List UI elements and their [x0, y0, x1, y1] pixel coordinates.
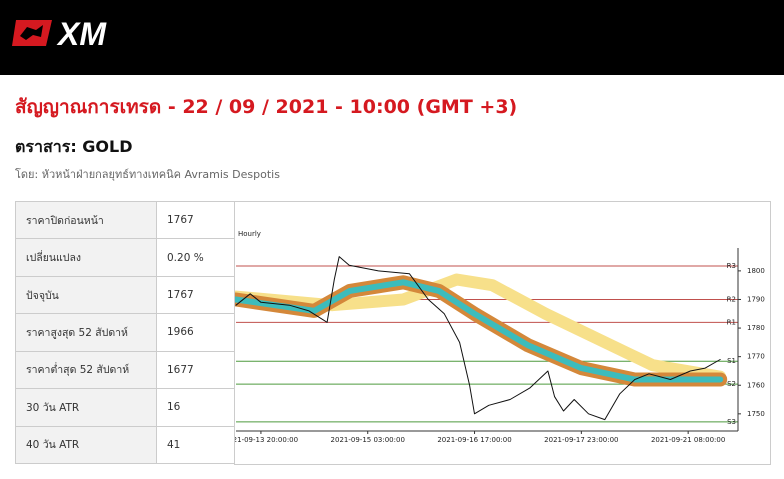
header: XM: [0, 0, 784, 75]
instrument: ตราสาร: GOLD: [15, 137, 133, 156]
logo-bull: [20, 25, 43, 40]
row-value: 1966: [156, 313, 235, 352]
table-row: ปัจจุบัน 1767: [15, 275, 235, 315]
x-tick-label: 2021-09-15 03:00:00: [331, 436, 405, 444]
level-label: R1: [727, 318, 736, 326]
table-row: เปลี่ยนแปลง 0.20 %: [15, 238, 235, 277]
series-line: [235, 273, 727, 383]
x-tick-label: 2021-09-21 08:00:00: [651, 436, 725, 444]
x-tick-label: 2021-09-17 23:00:00: [544, 436, 618, 444]
table-row: ราคาต่ำสุด 52 สัปดาห์ 1677: [15, 350, 235, 390]
author: โดย: หัวหน้าฝ่ายกลยุทธ์ทางเทคนิค Avramis…: [15, 168, 280, 181]
chart-subtitle: Hourly: [238, 230, 261, 238]
table-row: 30 วัน ATR 16: [15, 388, 235, 427]
table-row: ราคาสูงสุด 52 สัปดาห์ 1966: [15, 313, 235, 352]
level-label: S2: [727, 380, 736, 388]
row-label: ราคาต่ำสุด 52 สัปดาห์: [15, 350, 157, 390]
table-row: 40 วัน ATR 41: [15, 425, 235, 465]
row-label: ราคาปิดก่อนหน้า: [15, 200, 157, 240]
level-label: R2: [727, 295, 736, 303]
table-row: ราคาปิดก่อนหน้า 1767: [15, 200, 235, 240]
x-tick-label: 2021-09-16 17:00:00: [437, 436, 511, 444]
series-line: [235, 256, 721, 421]
x-tick-label: 2021-09-13 20:00:00: [234, 436, 298, 444]
row-value: 41: [156, 425, 235, 465]
level-label: S1: [727, 357, 736, 365]
row-value: 1767: [156, 200, 235, 240]
title: สัญญาณการเทรด - 22 / 09 / 2021 - 10:00 (…: [15, 96, 518, 118]
y-tick-label: 1780: [747, 324, 765, 332]
row-label: ปัจจุบัน: [15, 275, 157, 315]
y-tick-label: 1790: [747, 295, 765, 303]
row-label: 30 วัน ATR: [15, 388, 157, 427]
y-tick-label: 1760: [747, 381, 765, 389]
row-value: 1677: [156, 350, 235, 390]
row-value: 0.20 %: [156, 238, 235, 277]
y-tick-label: 1750: [747, 410, 765, 418]
level-label: S3: [727, 418, 736, 426]
y-tick-label: 1770: [747, 353, 765, 361]
row-label: เปลี่ยนแปลง: [15, 238, 157, 277]
y-tick-label: 1800: [747, 267, 765, 275]
logo-text: XM: [56, 16, 107, 52]
row-label: 40 วัน ATR: [15, 425, 157, 465]
row-label: ราคาสูงสุด 52 สัปดาห์: [15, 313, 157, 352]
data-table: ราคาปิดก่อนหน้า 1767 เปลี่ยนแปลง 0.20 % ปัจจ…: [15, 200, 235, 465]
row-value: 16: [156, 388, 235, 427]
logo: XM: [12, 16, 107, 52]
level-label: R3: [727, 262, 736, 270]
series-line: [235, 279, 724, 383]
row-value: 1767: [156, 275, 235, 315]
chart: Hourly R3 R2 R1 S1 S2 S3 1750 1760 1770 1780 1790 18…: [234, 201, 771, 465]
